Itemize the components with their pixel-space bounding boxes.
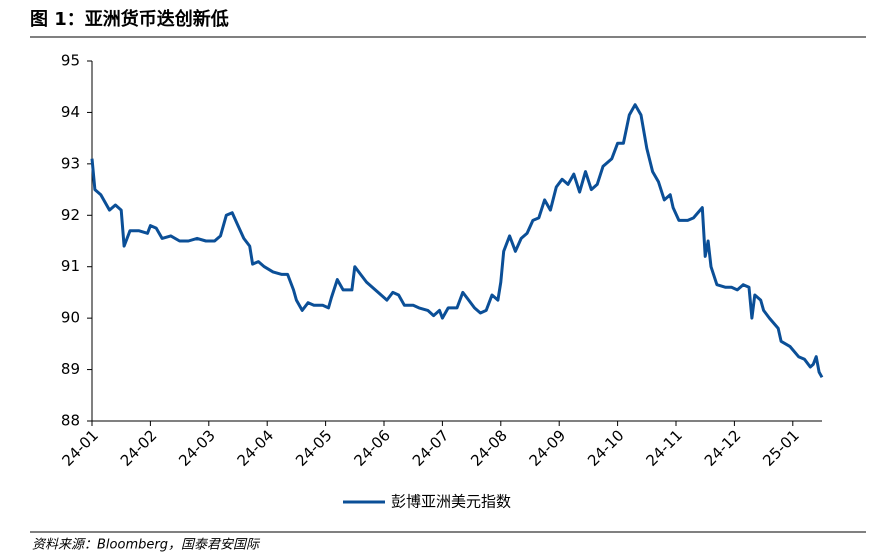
y-tick-label: 90 <box>61 309 80 327</box>
legend-label: 彭博亚洲美元指数 <box>391 493 511 511</box>
y-tick-label: 92 <box>61 206 80 224</box>
x-tick-label: 24-01 <box>58 426 102 470</box>
x-tick-label: 24-11 <box>642 426 686 470</box>
x-tick-label: 24-02 <box>117 426 161 470</box>
x-tick-label: 24-04 <box>234 426 278 470</box>
data-line <box>90 103 824 379</box>
x-tick-label: 24-12 <box>701 426 745 470</box>
x-tick-label: 24-07 <box>409 426 453 470</box>
y-tick-label: 94 <box>61 103 80 121</box>
x-tick-label: 24-03 <box>175 426 219 470</box>
x-tick-label: 24-09 <box>526 426 570 470</box>
x-tick-label: 24-05 <box>292 426 336 470</box>
y-tick-label: 93 <box>61 154 80 172</box>
y-tick-label: 95 <box>61 52 80 70</box>
source-note: 资料来源：Bloomberg，国泰君安国际 <box>32 538 261 553</box>
y-tick-label: 88 <box>61 412 80 430</box>
x-tick-label: 24-08 <box>467 426 511 470</box>
y-tick-label: 91 <box>61 257 80 275</box>
x-tick-label: 24-10 <box>584 426 628 470</box>
x-tick-label: 25-01 <box>759 426 803 470</box>
y-tick-label: 89 <box>61 360 80 378</box>
x-tick-label: 24-06 <box>350 426 394 470</box>
chart-title: 图 1：亚洲货币迭创新低 <box>30 8 229 30</box>
